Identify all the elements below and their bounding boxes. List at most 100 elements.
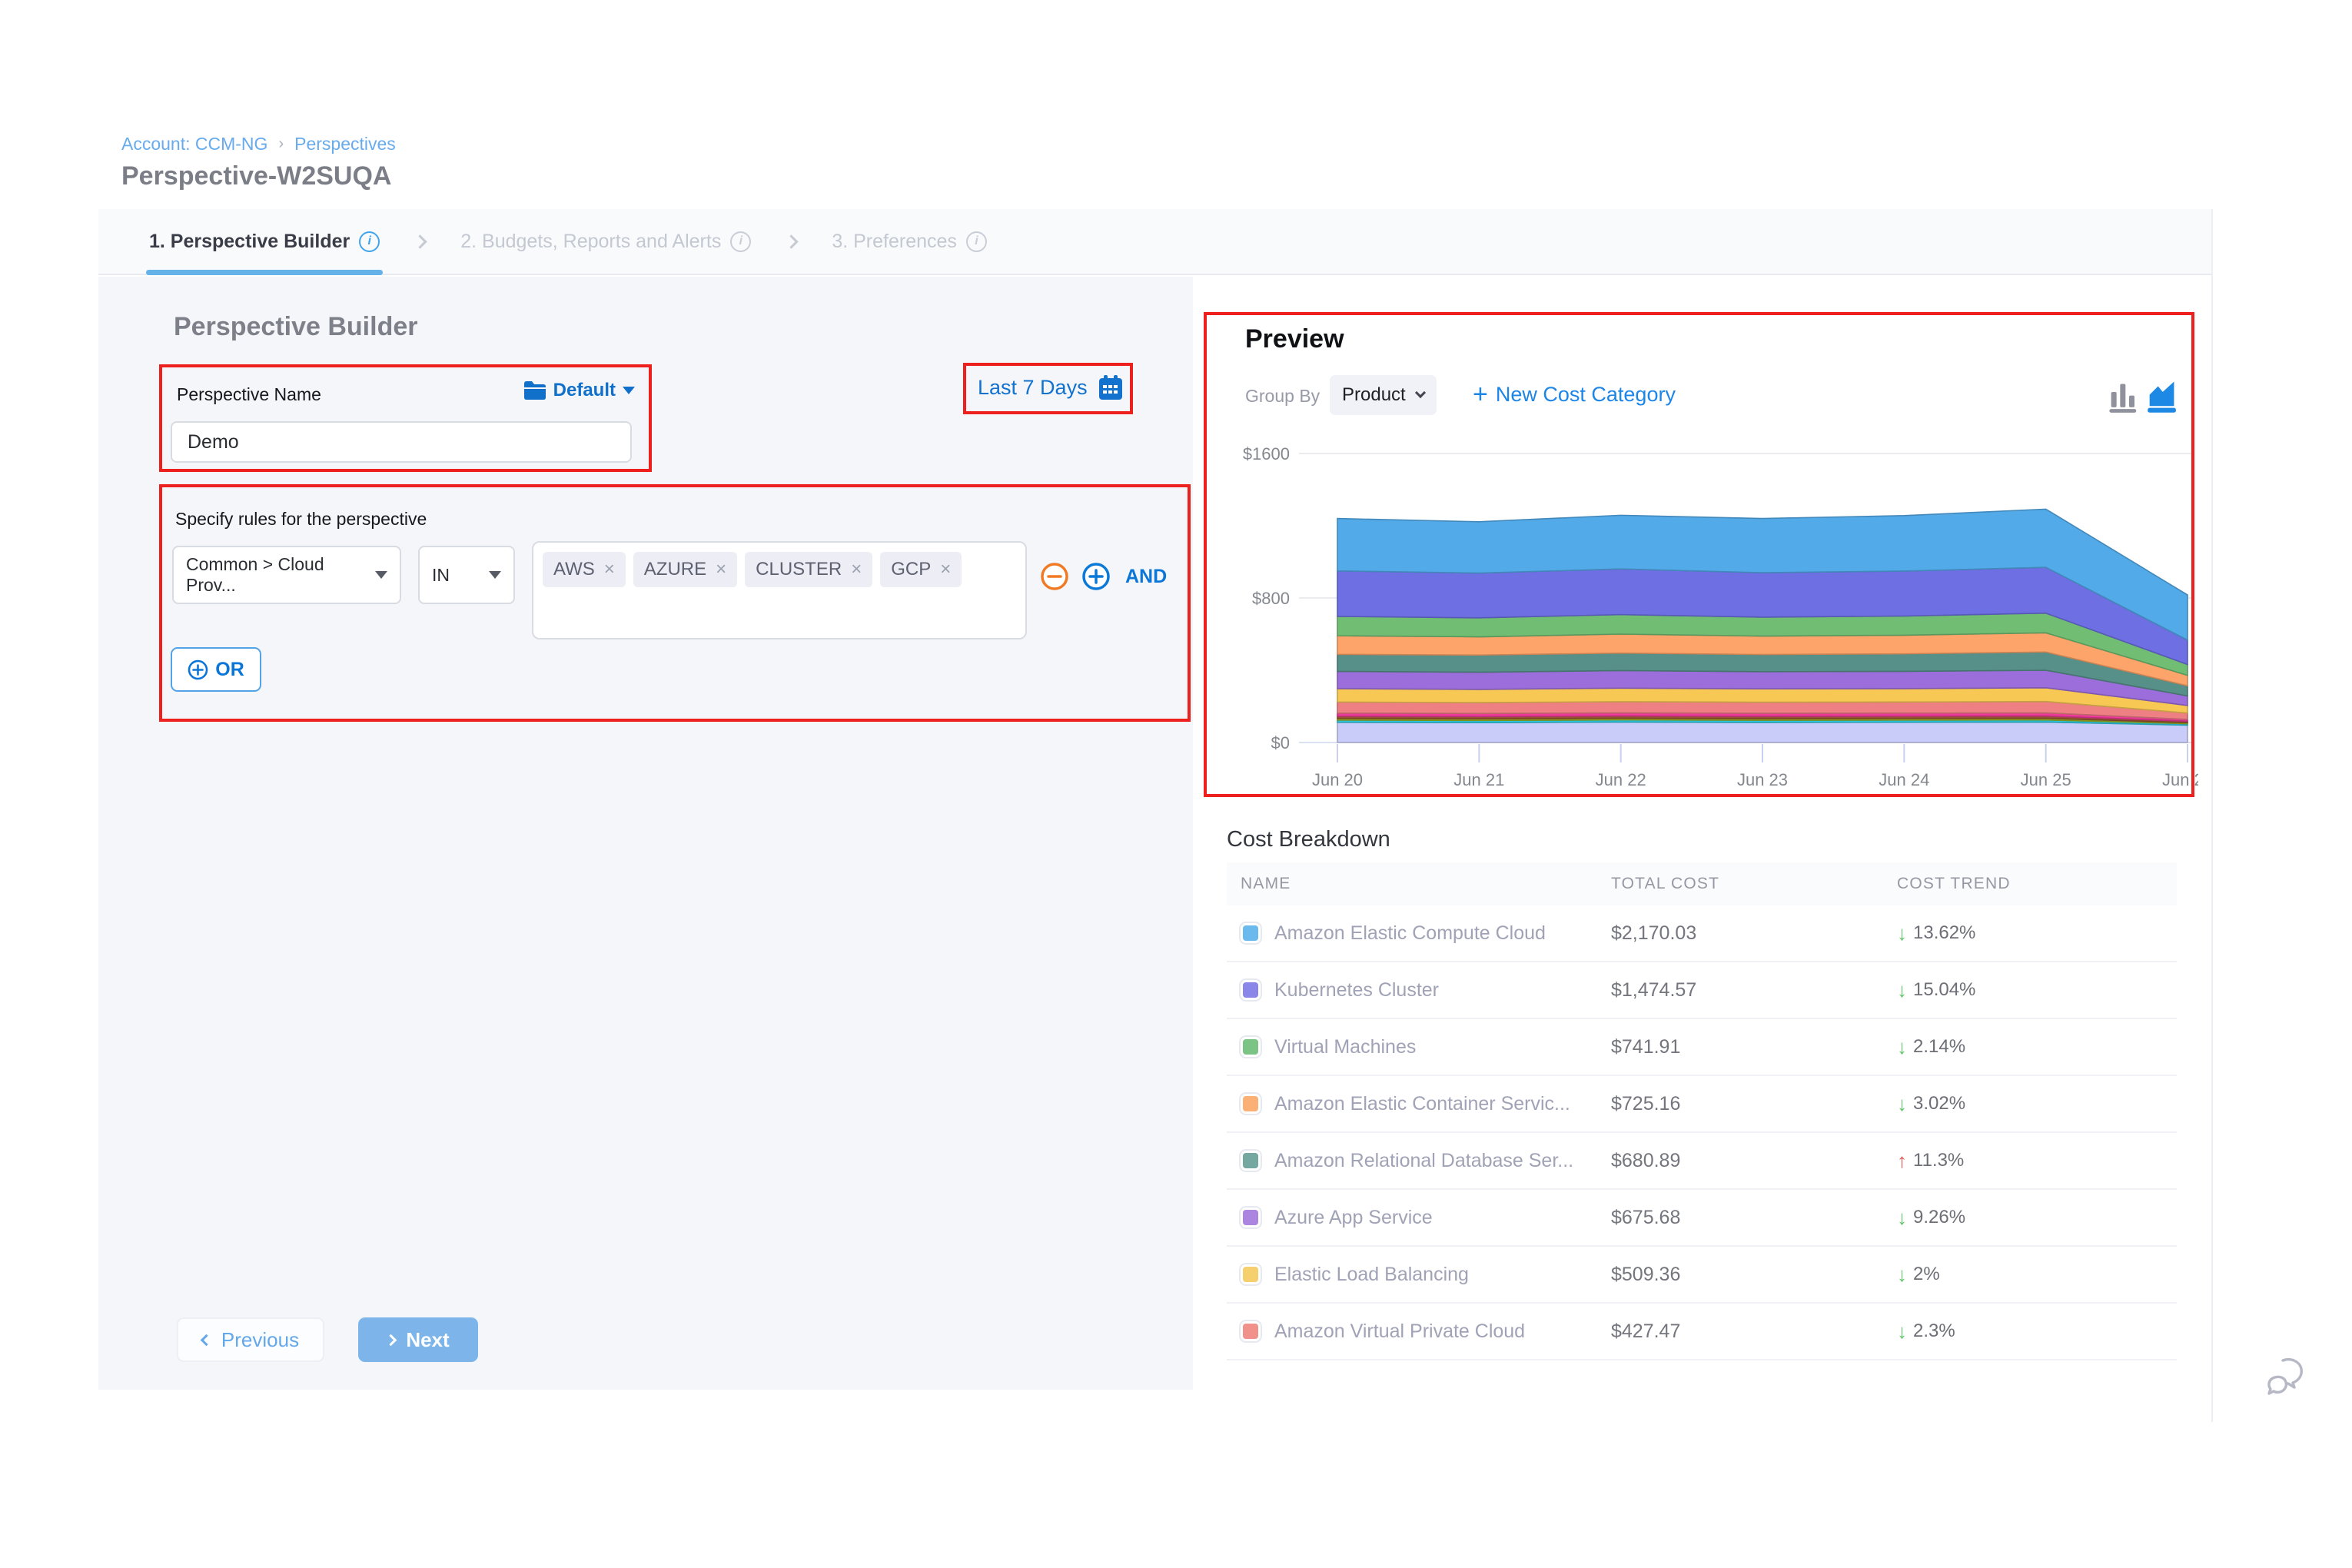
folder-selector-value: Default [553,380,616,400]
or-button-label: OR [215,658,244,680]
new-cost-category-button[interactable]: + New Cost Category [1473,381,1676,407]
chevron-right-glyph [413,234,427,249]
preview-chart: $1600 $800 $0 Jun 20 Jun 21 Jun 22 Jun 23 Jun 2… [1214,427,2213,796]
series-color-swatch [1241,1321,1261,1341]
breadcrumb-perspectives-link[interactable]: Perspectives [294,134,396,154]
previous-button-label: Previous [221,1327,300,1351]
trend-down-icon: ↓ [1897,1091,1907,1115]
remove-chip-icon[interactable]: × [716,559,727,580]
caret-down-icon [489,571,501,579]
trend-value: 2.14% [1913,1036,1966,1057]
cell-name: Virtual Machines [1227,1036,1611,1058]
next-button[interactable]: Next [358,1317,478,1362]
rule-field-dropdown[interactable]: Common > Cloud Prov... [172,546,401,604]
group-by-value: Product [1342,384,1406,405]
rule-operator-value: IN [432,564,450,585]
cell-name: Azure App Service [1227,1207,1611,1229]
cell-name: Kubernetes Cluster [1227,979,1611,1002]
value-chip-gcp[interactable]: GCP × [880,552,962,587]
cell-total-cost: $1,474.57 [1611,979,1897,1002]
remove-chip-icon[interactable]: × [940,559,952,580]
caret-down-icon [375,571,387,579]
tab-2[interactable]: 2. Budgets, Reports and Alerts i [460,209,752,274]
series-color-swatch [1241,923,1261,943]
trend-up-icon: ↑ [1897,1148,1907,1172]
product-name-link[interactable]: Kubernetes Cluster [1274,978,1440,1001]
new-cost-category-label: New Cost Category [1495,382,1676,406]
total-cost-value: $675.68 [1611,1206,1681,1228]
cell-cost-trend: ↑ 11.3% [1897,1149,2177,1173]
cell-total-cost: $675.68 [1611,1207,1897,1229]
cell-cost-trend: ↓ 2% [1897,1263,2177,1287]
svg-text:$1600: $1600 [1243,444,1290,463]
series-color-swatch [1241,1094,1261,1114]
area-chart-icon[interactable] [2148,380,2180,414]
table-row[interactable]: Kubernetes Cluster $1,474.57 ↓ 15.04% [1227,962,2177,1019]
remove-chip-icon[interactable]: × [603,559,615,580]
table-row[interactable]: Amazon Relational Database Ser... $680.89… [1227,1133,2177,1190]
value-chip-azure[interactable]: AZURE × [633,552,738,587]
group-by-label: Group By [1245,386,1321,406]
add-condition-icon[interactable] [1081,561,1111,592]
product-name-link[interactable]: Amazon Elastic Compute Cloud [1274,922,1546,944]
table-row[interactable]: Amazon Elastic Container Servic... $725.1… [1227,1076,2177,1133]
next-button-label: Next [406,1327,450,1351]
chevron-right-icon [413,234,427,249]
product-name-link[interactable]: Amazon Virtual Private Cloud [1274,1320,1526,1342]
add-or-rule-button[interactable]: OR [171,647,261,692]
total-cost-value: $680.89 [1611,1149,1681,1171]
value-chip-aws[interactable]: AWS × [543,552,626,587]
group-by-dropdown[interactable]: Product [1330,375,1437,415]
product-name-link[interactable]: Azure App Service [1274,1206,1433,1228]
chip-label: AZURE [643,559,707,580]
breadcrumb-account-link[interactable]: Account: CCM-NG [121,134,268,154]
cell-name: Elastic Load Balancing [1227,1264,1611,1286]
chevron-down-icon [1414,387,1426,399]
cell-name: Amazon Virtual Private Cloud [1227,1321,1611,1343]
tab-label: 3. Preferences [832,230,957,252]
chevron-left-icon [200,1334,213,1346]
table-row[interactable]: Amazon Elastic Compute Cloud $2,170.03 ↓ 13… [1227,905,2177,962]
product-name-link[interactable]: Elastic Load Balancing [1274,1263,1469,1285]
chevron-right-icon: › [278,135,284,152]
cell-name: Amazon Elastic Compute Cloud [1227,922,1611,945]
chart-type-toggle [2109,380,2180,414]
value-chip-cluster[interactable]: CLUSTER × [745,552,873,587]
remove-rule-icon[interactable] [1039,561,1070,592]
trend-value: 11.3% [1913,1150,1965,1171]
product-name-link[interactable]: Virtual Machines [1274,1035,1417,1058]
trend-value: 15.04% [1913,979,1976,1000]
table-row[interactable]: Virtual Machines $741.91 ↓ 2.14% [1227,1019,2177,1076]
content-right-divider [2211,209,2213,1422]
folder-selector[interactable]: Default [469,380,635,401]
bar-chart-icon[interactable] [2109,381,2138,414]
svg-text:$800: $800 [1252,589,1290,608]
and-label: AND [1125,565,1168,587]
caret-down-icon [623,387,635,394]
trend-value: 2% [1913,1264,1940,1284]
table-row[interactable]: Elastic Load Balancing $509.36 ↓ 2% [1227,1247,2177,1304]
rule-operator-dropdown[interactable]: IN [418,546,515,604]
remove-chip-icon[interactable]: × [851,559,862,580]
perspective-name-input[interactable] [171,421,632,463]
svg-text:Jun 24: Jun 24 [1879,770,1929,789]
stacked-area-chart: $1600 $800 $0 Jun 20 Jun 21 Jun 22 Jun 23 Jun 2… [1243,444,2213,789]
product-name-link[interactable]: Amazon Elastic Container Servic... [1274,1092,1570,1115]
tab-3[interactable]: 3. Preferences i [832,209,987,274]
info-icon: i [730,231,752,252]
rule-values-input[interactable]: AWS × AZURE × CLUSTER × GCP × [532,541,1027,639]
tab-label: 1. Perspective Builder [149,230,350,252]
help-chat-icon[interactable] [2264,1354,2312,1404]
tab-1[interactable]: 1. Perspective Builder i [145,209,384,275]
table-row[interactable]: Azure App Service $675.68 ↓ 9.26% [1227,1190,2177,1247]
date-range-selector[interactable]: Last 7 Days [978,374,1125,401]
page-title: Perspective-W2SUQA [121,161,392,191]
total-cost-value: $725.16 [1611,1092,1681,1115]
rule-actions: AND [1039,561,1167,592]
trend-down-icon: ↓ [1897,1035,1907,1058]
cell-total-cost: $509.36 [1611,1264,1897,1286]
table-row[interactable]: Amazon Virtual Private Cloud $427.47 ↓ 2.3% [1227,1304,2177,1360]
rules-label: Specify rules for the perspective [175,509,427,529]
previous-button[interactable]: Previous [177,1317,324,1362]
product-name-link[interactable]: Amazon Relational Database Ser... [1274,1149,1574,1171]
